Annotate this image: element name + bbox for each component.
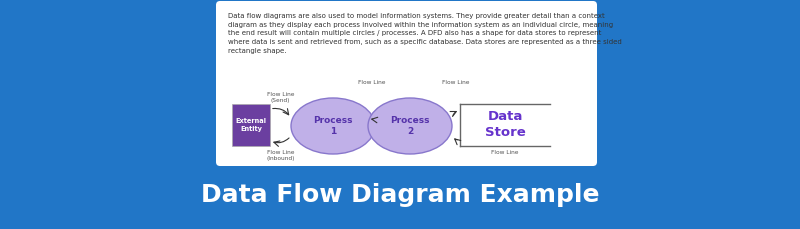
Text: Data flow diagrams are also used to model information systems. They provide grea: Data flow diagrams are also used to mode…: [228, 13, 622, 54]
Ellipse shape: [291, 98, 375, 154]
Text: Flow Line: Flow Line: [491, 150, 518, 155]
Text: Flow Line: Flow Line: [442, 80, 470, 85]
Bar: [232, 104, 270, 146]
Text: Process
1: Process 1: [314, 116, 353, 136]
Text: Data
Store: Data Store: [485, 111, 526, 139]
Text: Process
2: Process 2: [390, 116, 430, 136]
Text: Data Flow Diagram Example: Data Flow Diagram Example: [201, 183, 599, 207]
Ellipse shape: [368, 98, 452, 154]
Text: External
Entity: External Entity: [235, 118, 266, 132]
Text: Flow Line: Flow Line: [358, 80, 386, 85]
FancyBboxPatch shape: [216, 1, 597, 166]
Text: Flow Line
(Inbound): Flow Line (Inbound): [266, 150, 294, 161]
Text: Flow Line
(Send): Flow Line (Send): [266, 92, 294, 103]
